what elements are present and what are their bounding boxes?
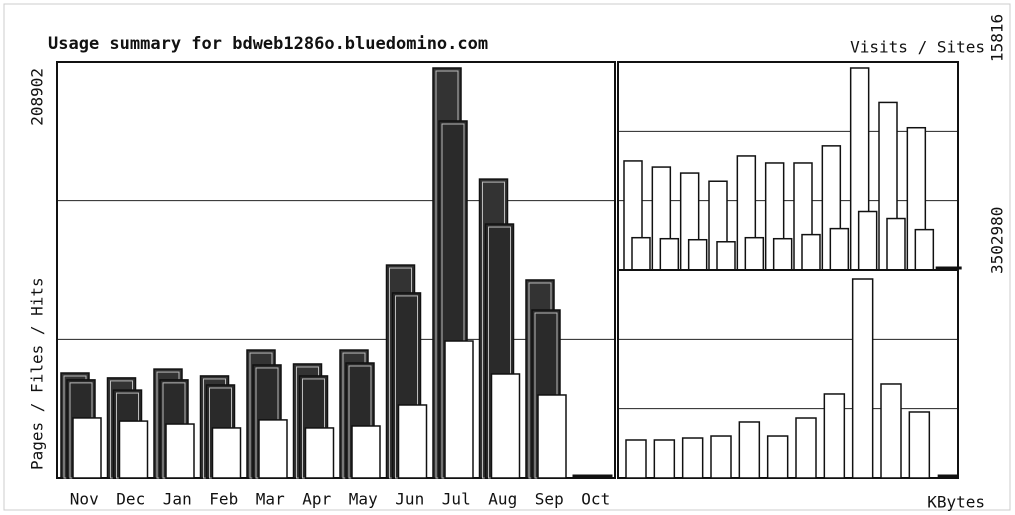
x-tick-label: Dec (116, 490, 145, 509)
x-tick-label: Nov (70, 490, 99, 509)
bar (258, 419, 288, 479)
x-tick-label: Oct (581, 490, 610, 509)
bar (444, 340, 474, 479)
bar (744, 236, 765, 271)
bar (397, 404, 428, 479)
bar (823, 393, 846, 479)
bar (716, 241, 736, 271)
x-tick-label: Aug (488, 490, 517, 509)
bar (653, 439, 676, 479)
bar (886, 217, 906, 271)
bar (772, 237, 793, 271)
outer-border (3, 3, 1011, 511)
x-tick-label: Mar (256, 490, 285, 509)
bar (795, 417, 817, 479)
bar (165, 423, 195, 479)
x-tick-label: Jul (442, 490, 471, 509)
x-tick-label: Jan (163, 490, 192, 509)
bar (880, 383, 902, 479)
y-tick-label: 208902 (28, 68, 47, 126)
bar (681, 437, 704, 479)
x-tick-label: Sep (535, 490, 564, 509)
bar (851, 278, 874, 479)
y-tick-label: 15816 (988, 14, 1007, 62)
bar (801, 233, 821, 271)
bar (908, 411, 931, 479)
bar (738, 421, 761, 479)
kbytes-label: KBytes (927, 493, 985, 512)
x-tick-label: Apr (302, 490, 331, 509)
x-tick-label: Feb (209, 490, 238, 509)
bar (687, 238, 708, 271)
bar (857, 210, 878, 271)
bar (914, 228, 935, 271)
bar (659, 237, 680, 271)
bar (829, 227, 850, 271)
bar (625, 439, 647, 479)
bar (351, 425, 381, 479)
bar (537, 394, 567, 479)
y-axis-label: Pages / Files / Hits (28, 277, 47, 470)
y-tick-label: 3502980 (988, 207, 1007, 274)
bar (72, 417, 102, 479)
bar (766, 435, 789, 479)
x-tick-label: May (349, 490, 378, 509)
bar (631, 236, 651, 271)
chart-title: Usage summary for bdweb1286o.bluedomino.… (48, 34, 488, 54)
bar (118, 420, 149, 479)
visits-sites-label: Visits / Sites (850, 38, 985, 57)
plot-frame (56, 61, 616, 479)
bar (490, 373, 521, 479)
bar (304, 427, 335, 479)
bar (710, 435, 732, 479)
x-tick-label: Jun (395, 490, 424, 509)
bar (211, 427, 242, 479)
